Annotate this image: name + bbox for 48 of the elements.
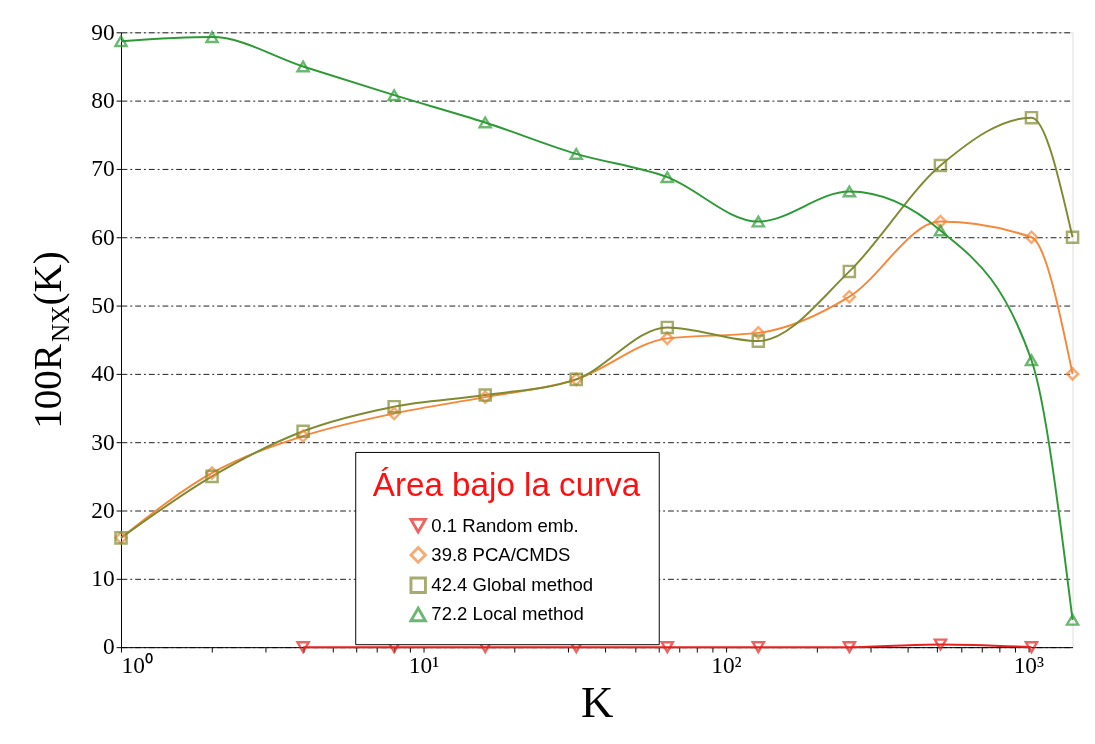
point	[1024, 230, 1039, 245]
point	[296, 60, 310, 73]
point	[387, 406, 401, 421]
point	[751, 326, 766, 340]
y-tick-label: 90	[91, 18, 115, 45]
x-axis-title: K	[581, 676, 614, 727]
point	[933, 214, 948, 229]
point	[933, 158, 948, 173]
point	[205, 466, 219, 480]
x-tick-label: 10¹	[408, 652, 440, 679]
point	[660, 331, 675, 346]
point	[387, 399, 401, 414]
point	[751, 334, 766, 348]
legend-label: 0.1 Random emb.	[431, 514, 579, 536]
y-axis-title: 100RNX(K)	[25, 251, 75, 429]
legend-title: Área bajo la curva	[372, 465, 641, 503]
legend-label: 39.8 PCA/CMDS	[431, 543, 571, 565]
y-tick-label: 10	[91, 565, 115, 592]
y-tick-label: 70	[91, 155, 115, 182]
y-tick-label: 30	[91, 428, 115, 455]
point	[569, 147, 584, 160]
y-tick-label: 50	[91, 291, 115, 318]
y-tick-label: 0	[102, 633, 115, 660]
point	[387, 89, 401, 102]
point	[933, 224, 948, 237]
y-tick-label: 40	[91, 360, 115, 387]
point	[1024, 110, 1039, 125]
point	[205, 31, 219, 44]
point	[296, 424, 310, 439]
y-tick-label: 20	[91, 496, 115, 523]
legend-label: 72.2 Local method	[431, 603, 584, 625]
y-tick-label: 60	[91, 223, 115, 250]
point	[478, 116, 492, 129]
legend-label: 42.4 Global method	[431, 574, 594, 596]
y-tick-label: 80	[91, 86, 115, 113]
point	[751, 215, 766, 228]
x-tick-label: 10²	[711, 652, 742, 679]
point	[842, 264, 857, 279]
point	[205, 469, 219, 484]
point	[1024, 354, 1039, 367]
x-tick-label: 10³	[1013, 652, 1045, 679]
point	[660, 171, 675, 184]
x-tick-label: 10⁰	[121, 652, 153, 679]
point	[842, 289, 857, 304]
point	[660, 320, 675, 335]
point	[296, 429, 310, 443]
point	[842, 185, 857, 198]
point	[114, 35, 128, 48]
